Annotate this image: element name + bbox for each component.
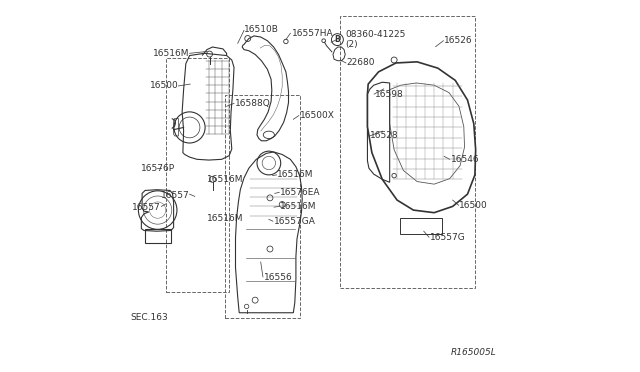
Text: 16516M: 16516M [207, 175, 243, 184]
Text: 16528: 16528 [371, 131, 399, 141]
Text: 16576EA: 16576EA [280, 188, 321, 197]
Text: 22680: 22680 [347, 58, 375, 67]
Text: 16557G: 16557G [429, 232, 465, 242]
Text: 16546: 16546 [451, 155, 479, 164]
Text: 08360-41225
(2): 08360-41225 (2) [345, 30, 406, 49]
Text: 16588Q: 16588Q [235, 99, 271, 108]
Text: 16557HA: 16557HA [291, 29, 333, 38]
Text: 16598: 16598 [375, 90, 404, 99]
Text: 16576P: 16576P [141, 164, 175, 173]
Text: R165005L: R165005L [451, 348, 496, 357]
Text: 16516M: 16516M [207, 214, 243, 223]
Text: 16557: 16557 [161, 191, 189, 200]
Text: 16557: 16557 [132, 203, 161, 212]
Text: 16500X: 16500X [300, 111, 335, 120]
Text: 16557GA: 16557GA [274, 217, 316, 226]
Text: 16516M: 16516M [153, 49, 189, 58]
Text: 16516M: 16516M [277, 170, 314, 179]
Text: 16510B: 16510B [244, 25, 279, 34]
Text: 16500: 16500 [150, 81, 179, 90]
Text: SEC.163: SEC.163 [131, 313, 168, 322]
Text: 16516M: 16516M [280, 202, 316, 211]
Text: 16556: 16556 [264, 273, 292, 282]
Text: 16500: 16500 [460, 201, 488, 210]
Text: 16526: 16526 [444, 36, 473, 45]
Text: B: B [335, 35, 340, 44]
